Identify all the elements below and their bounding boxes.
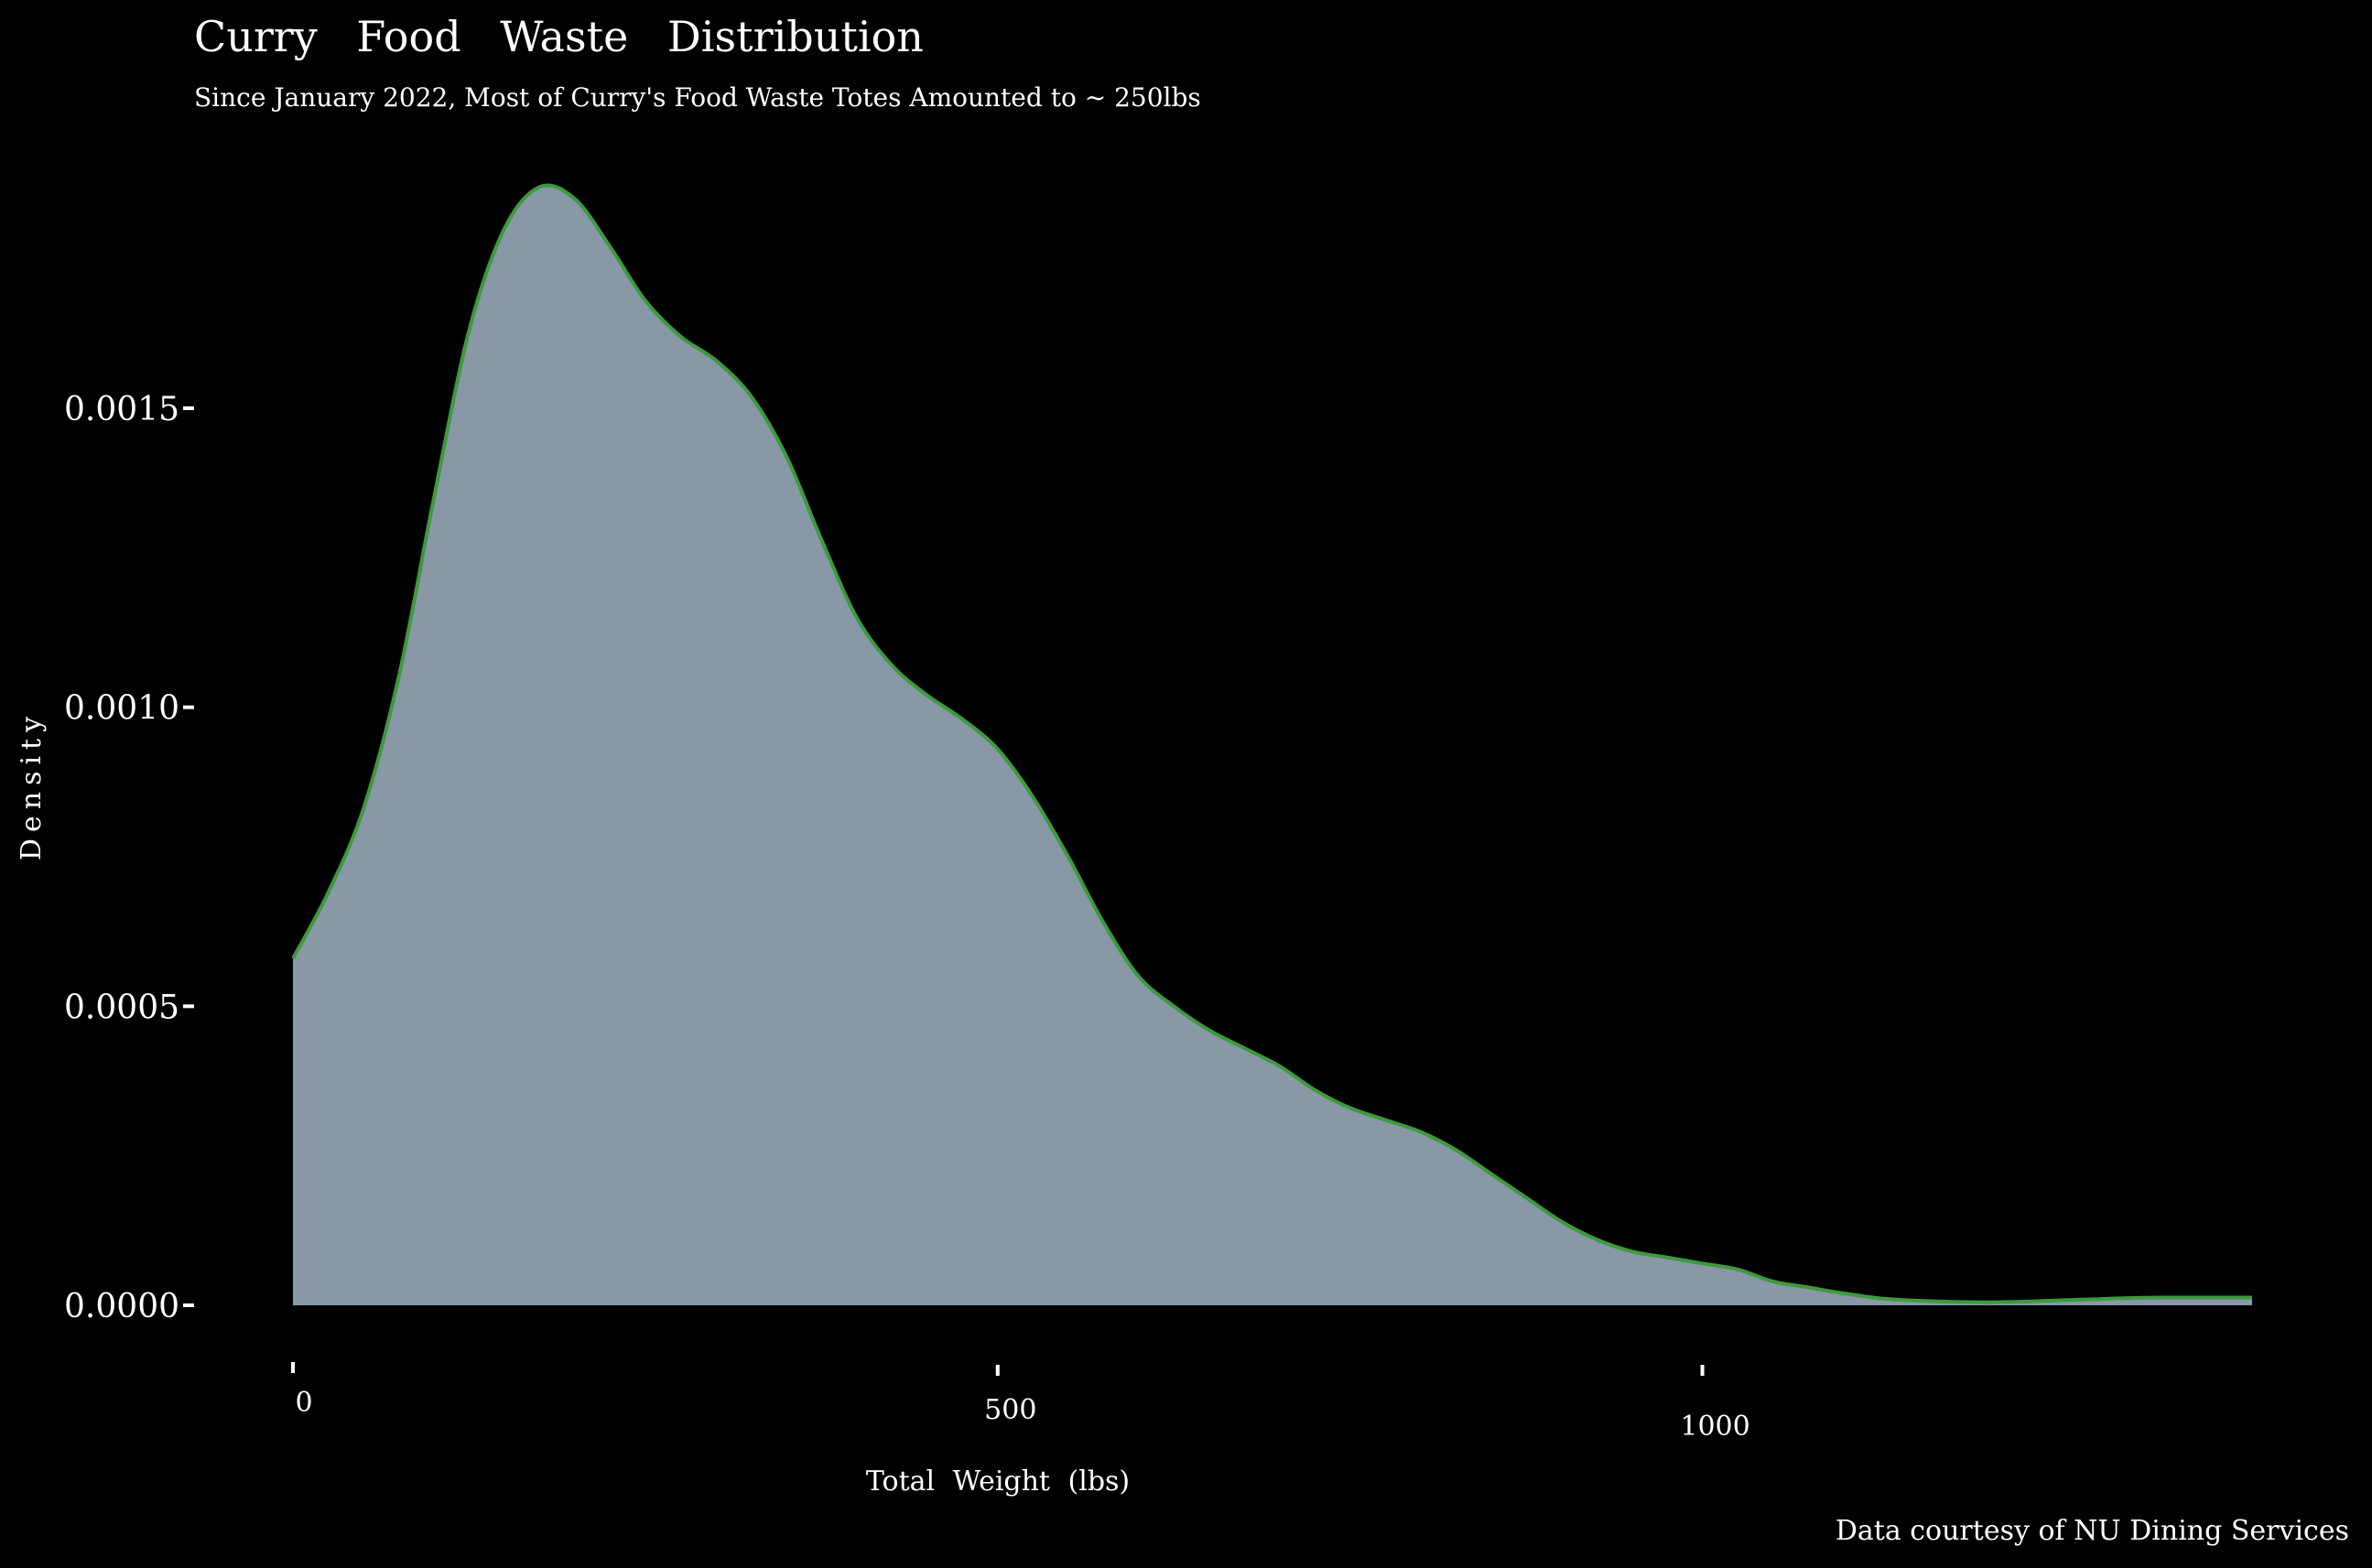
density-area bbox=[293, 185, 2252, 1306]
x-tick-label: 1000 bbox=[1680, 1411, 1749, 1443]
chart-title: Curry Food Waste Distribution bbox=[194, 12, 924, 61]
x-axis: 0 500 1000 bbox=[291, 1362, 1750, 1443]
y-tick-label: 0.0005 bbox=[64, 989, 179, 1026]
y-tick-label: 0.0000 bbox=[64, 1288, 179, 1325]
chart-caption: Data courtesy of NU Dining Services bbox=[1836, 1515, 2349, 1547]
y-tick-label: 0.0015 bbox=[64, 391, 179, 428]
y-tick-label: 0.0010 bbox=[64, 690, 179, 728]
y-axis: 0.0000 0.0005 0.0010 0.0015 bbox=[64, 391, 194, 1325]
y-axis-label: Density bbox=[16, 710, 48, 860]
x-tick-label: 0 bbox=[295, 1387, 312, 1419]
x-axis-label: Total Weight (lbs) bbox=[866, 1465, 1130, 1498]
plot-area bbox=[291, 183, 2252, 1306]
density-line bbox=[291, 183, 2252, 1304]
x-tick-label: 500 bbox=[984, 1394, 1036, 1426]
chart-subtitle: Since January 2022, Most of Curry's Food… bbox=[194, 82, 1201, 113]
